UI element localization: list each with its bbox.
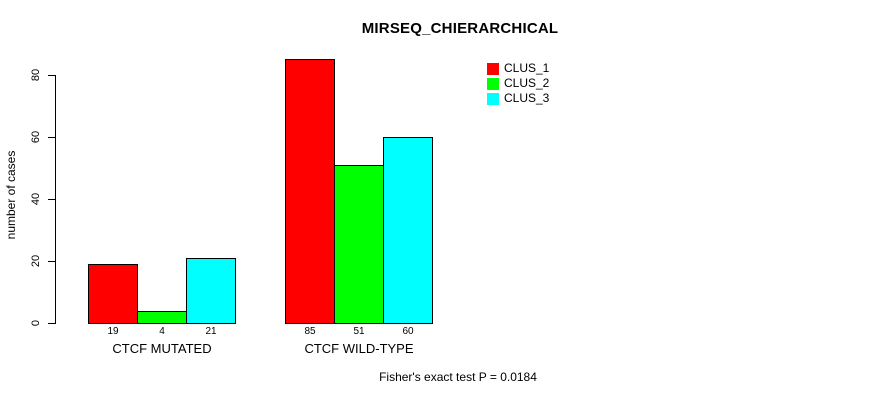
- legend-label: CLUS_3: [504, 91, 550, 105]
- bar-clus_2-ctcf-wild-type: [334, 165, 384, 324]
- bar-value-label: 60: [402, 326, 414, 337]
- bar-clus_3-ctcf-mutated: [186, 258, 236, 324]
- y-axis-line: [55, 75, 56, 324]
- legend-item: CLUS_1: [487, 61, 549, 76]
- legend-item: CLUS_2: [487, 76, 549, 91]
- bar-value-label: 85: [304, 326, 316, 337]
- y-tick-mark: [48, 137, 55, 138]
- y-axis-label: number of cases: [4, 150, 18, 240]
- y-tick-label: 40: [30, 192, 42, 206]
- annotation-text: Fisher's exact test P = 0.0184: [379, 370, 537, 384]
- bar-clus_1-ctcf-mutated: [88, 264, 138, 324]
- y-tick-label: 80: [30, 68, 42, 82]
- chart-title: MIRSEQ_CHIERARCHICAL: [361, 20, 559, 37]
- bar-value-label: 21: [205, 326, 217, 337]
- bar-clus_1-ctcf-wild-type: [285, 59, 335, 324]
- legend-color-swatch: [487, 77, 499, 90]
- bar-clus_2-ctcf-mutated: [137, 311, 187, 324]
- bar-clus_3-ctcf-wild-type: [383, 137, 433, 324]
- legend-item: CLUS_3: [487, 91, 549, 106]
- y-tick-label: 0: [30, 319, 42, 327]
- legend: CLUS_1 CLUS_2 CLUS_3: [487, 61, 549, 106]
- bar-value-label: 19: [107, 326, 119, 337]
- y-tick-label: 20: [30, 254, 42, 268]
- legend-label: CLUS_2: [504, 76, 550, 90]
- y-tick-mark: [48, 261, 55, 262]
- legend-color-swatch: [487, 92, 499, 105]
- y-tick-mark: [48, 75, 55, 76]
- legend-label: CLUS_1: [504, 61, 550, 75]
- category-label: CTCF WILD-TYPE: [304, 341, 414, 356]
- bar-value-label: 4: [159, 326, 165, 337]
- category-label: CTCF MUTATED: [112, 341, 212, 356]
- bar-value-label: 51: [353, 326, 365, 337]
- y-tick-mark: [48, 323, 55, 324]
- legend-color-swatch: [487, 62, 499, 75]
- y-tick-mark: [48, 199, 55, 200]
- y-tick-label: 60: [30, 130, 42, 144]
